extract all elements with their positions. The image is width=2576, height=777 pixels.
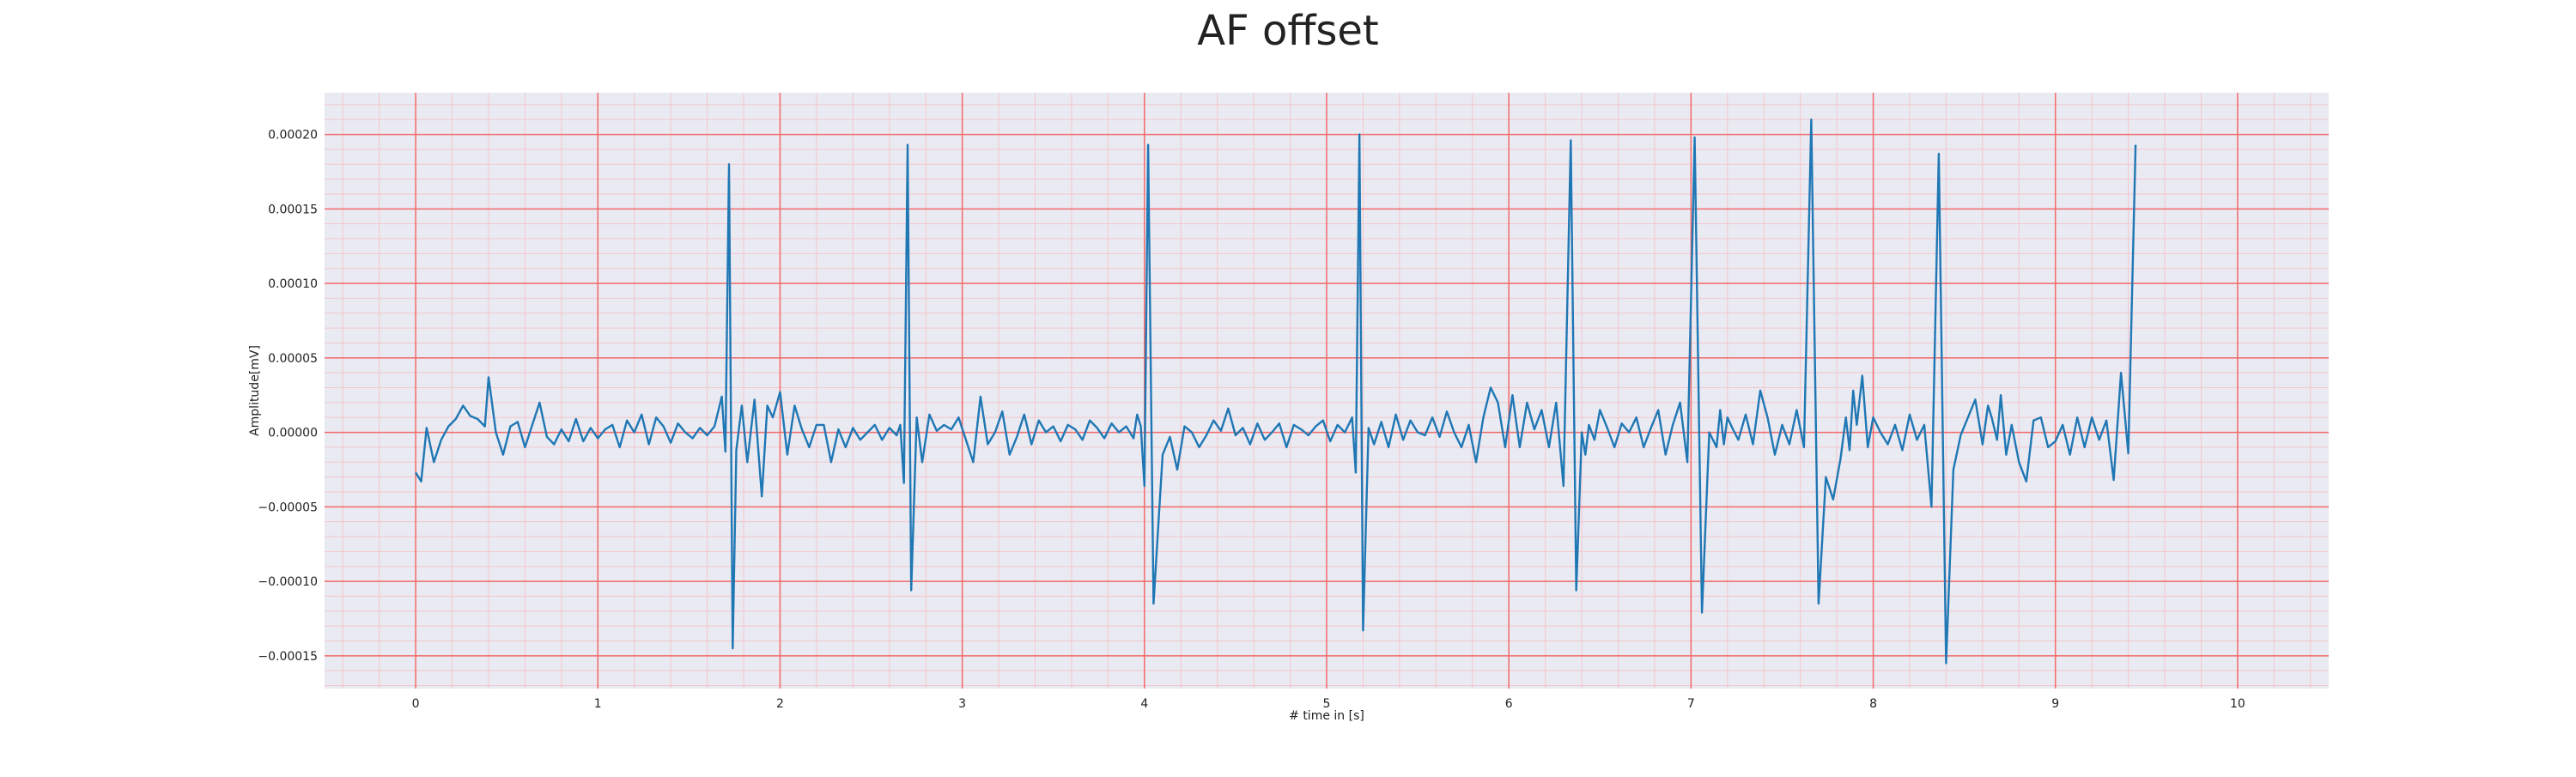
y-axis-label: Amplitude[mV] — [248, 345, 262, 436]
x-tick-label: 1 — [594, 697, 602, 711]
plot-area — [325, 93, 2329, 689]
x-tick-label: 0 — [412, 697, 420, 711]
y-tick-label: 0.00015 — [268, 203, 318, 216]
x-axis-label: # time in [s] — [1289, 709, 1364, 723]
x-tick-label: 10 — [2230, 697, 2245, 711]
chart-title: AF offset — [1197, 7, 1379, 55]
x-tick-label: 3 — [958, 697, 966, 711]
y-tick-label: 0.00010 — [268, 277, 318, 291]
x-tick-label: 6 — [1505, 697, 1513, 711]
y-tick-label: 0.00020 — [268, 129, 318, 143]
x-tick-label: 8 — [1869, 697, 1877, 711]
x-tick-label: 4 — [1140, 697, 1148, 711]
x-tick-label: 9 — [2051, 697, 2059, 711]
y-axis-ticks: −0.00015 −0.00010 −0.00005 0.00000 0.00005 0.… — [258, 129, 318, 664]
y-tick-label: −0.00015 — [258, 650, 318, 664]
y-tick-label: −0.00010 — [258, 575, 318, 589]
y-tick-label: −0.00005 — [258, 501, 318, 514]
x-tick-label: 7 — [1687, 697, 1695, 711]
x-tick-label: 2 — [776, 697, 784, 711]
y-tick-label: 0.00005 — [268, 352, 318, 366]
y-tick-label: 0.00000 — [268, 427, 318, 440]
